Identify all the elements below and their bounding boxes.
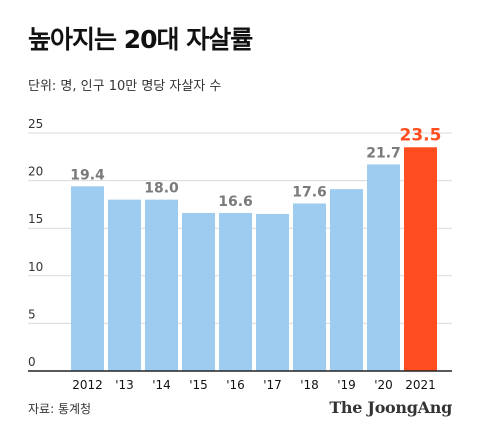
y-tick-label: 15 [28, 212, 43, 226]
bar [256, 213, 289, 371]
y-tick-label: 0 [28, 355, 36, 369]
y-tick-label: 20 [28, 165, 43, 179]
x-tick-label: 2012 [72, 378, 103, 392]
bar [145, 199, 178, 371]
data-label: 21.7 [366, 145, 401, 161]
x-tick-label: '20 [374, 378, 393, 392]
x-tick-label: '18 [300, 378, 319, 392]
data-label: 18.0 [144, 181, 179, 197]
y-tick-label: 25 [28, 117, 43, 131]
bar-highlight [404, 147, 437, 371]
bar [219, 212, 252, 371]
data-label: 23.5 [400, 125, 442, 145]
data-label: 19.4 [70, 167, 105, 183]
data-label: 17.6 [292, 184, 327, 200]
x-tick-label: '19 [337, 378, 356, 392]
bar [108, 199, 141, 371]
bar [71, 186, 104, 371]
x-tick-label: '14 [152, 378, 171, 392]
publisher-logo: The JoongAng [329, 398, 452, 417]
x-tick-label: '13 [115, 378, 134, 392]
x-axis-ticks: 2012 '13 '14 '15 '16 '17 '18 '19 '20 2021 [72, 378, 436, 392]
x-tick-label: '16 [226, 378, 245, 392]
unit-note: 단위: 명, 인구 10만 명당 자살자 수 [28, 79, 222, 94]
x-tick-label: '17 [263, 378, 282, 392]
x-tick-label: 2021 [405, 378, 436, 392]
bar [367, 164, 400, 371]
bars [71, 147, 437, 371]
bar [330, 189, 363, 371]
data-label: 16.6 [218, 194, 253, 210]
x-tick-label: '15 [189, 378, 208, 392]
data-labels: 19.4 18.0 16.6 17.6 21.723.5 [70, 125, 441, 210]
y-tick-label: 10 [28, 260, 43, 274]
y-axis-ticks: 0 5 10 15 20 25 [28, 117, 43, 369]
y-tick-label: 5 [28, 307, 36, 321]
chart-title: 높아지는 20대 자살률 [28, 25, 253, 54]
bar [182, 212, 215, 371]
source-note: 자료: 통계청 [28, 402, 92, 416]
bar [293, 203, 326, 371]
